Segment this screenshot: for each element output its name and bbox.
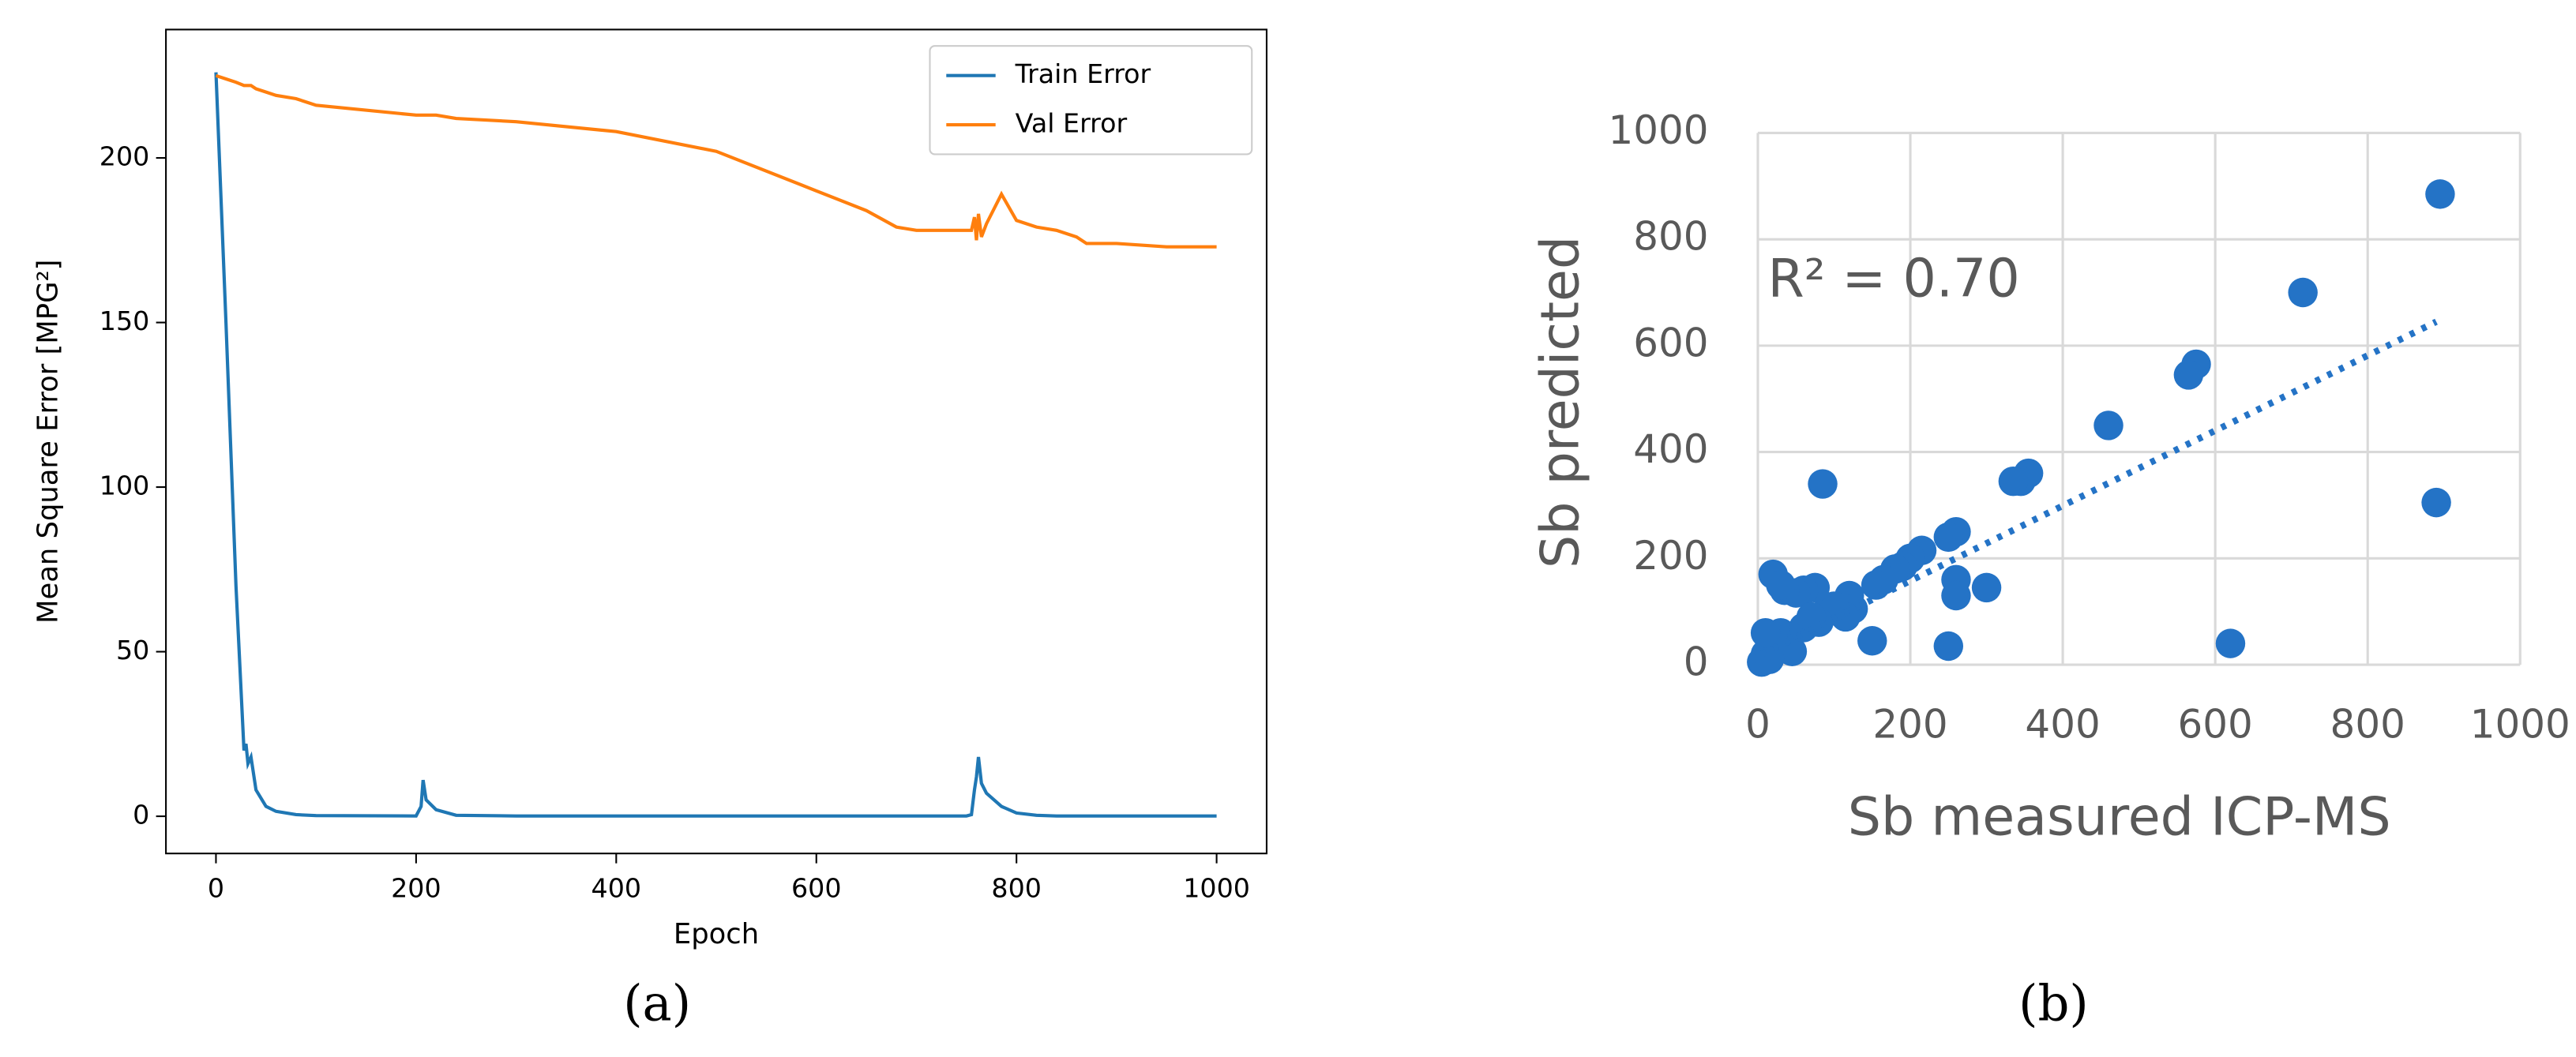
y-axis-label: Sb predicted [1530, 236, 1591, 568]
point [2421, 487, 2451, 518]
point [1998, 466, 2029, 497]
legend-box [929, 45, 1253, 156]
y-tick-label: 0 [133, 800, 149, 830]
point [2093, 410, 2124, 440]
y-tick-label: 400 [1633, 426, 1708, 472]
y-tick-label: 800 [1633, 214, 1708, 260]
point [2173, 360, 2204, 390]
point [1971, 572, 2002, 603]
plot-frame [165, 28, 1267, 855]
y-axis-label: Mean Square Error [MPG²] [32, 260, 64, 624]
x-tick-label: 200 [1872, 702, 1947, 748]
annotation: R² = 0.70 [1767, 248, 2019, 309]
point [1796, 602, 1827, 632]
x-axis-label: Sb measured ICP-MS [1848, 786, 2391, 848]
y-tick-label: 200 [1633, 533, 1708, 579]
point [1861, 570, 1891, 600]
y-tick-label: 600 [1633, 320, 1708, 365]
point [1933, 631, 1964, 662]
y-tick-label: 50 [116, 635, 149, 665]
x-tick-label: 0 [1745, 702, 1771, 748]
line [214, 72, 1217, 818]
y-tick-label: 1000 [1609, 107, 1709, 153]
x-tick-label: 1000 [2470, 702, 2570, 748]
point [2288, 277, 2318, 308]
caption: (b) [2018, 975, 2089, 1033]
legend-label: Train Error [1015, 58, 1151, 89]
point [1941, 580, 1971, 611]
point [1933, 522, 1964, 553]
legend-label: Val Error [1016, 108, 1128, 139]
point [2215, 628, 2246, 658]
x-tick-label: 400 [2025, 702, 2100, 748]
point [2425, 179, 2455, 209]
line [215, 73, 1217, 249]
y-tick-label: 0 [1684, 639, 1709, 685]
x-tick-label: 800 [2330, 702, 2405, 748]
x-tick-label: 200 [391, 872, 441, 903]
x-tick-label: 1000 [1183, 872, 1250, 903]
point [1857, 626, 1887, 656]
y-tick-label: 200 [100, 141, 150, 172]
point [1808, 469, 1838, 499]
point [1754, 644, 1785, 675]
x-tick-label: 600 [791, 872, 842, 903]
x-tick-label: 600 [2178, 702, 2253, 748]
x-tick-label: 800 [991, 872, 1042, 903]
point [1750, 617, 1781, 648]
x-tick-label: 400 [591, 872, 642, 903]
x-axis-label: Epoch [674, 918, 759, 950]
y-tick-label: 150 [100, 305, 150, 336]
caption: (a) [623, 975, 691, 1033]
y-tick-label: 100 [100, 470, 150, 501]
x-tick-label: 0 [208, 872, 224, 903]
point [1766, 570, 1796, 600]
